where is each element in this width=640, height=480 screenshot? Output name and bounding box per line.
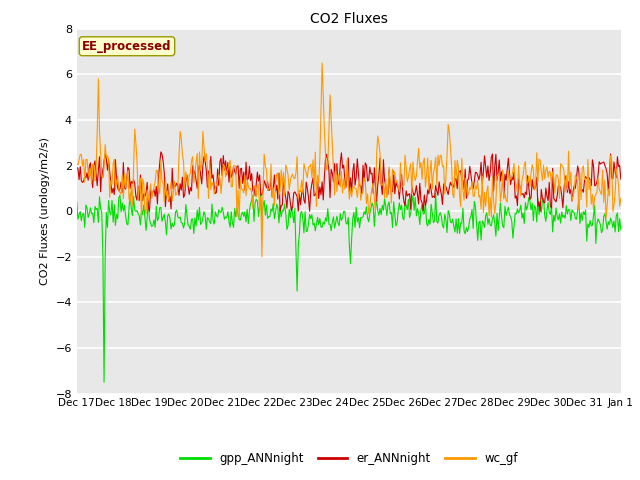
Legend: gpp_ANNnight, er_ANNnight, wc_gf: gpp_ANNnight, er_ANNnight, wc_gf (175, 447, 522, 469)
Title: CO2 Fluxes: CO2 Fluxes (310, 12, 388, 26)
Text: EE_processed: EE_processed (82, 40, 172, 53)
Y-axis label: CO2 Fluxes (urology/m2/s): CO2 Fluxes (urology/m2/s) (40, 137, 50, 285)
